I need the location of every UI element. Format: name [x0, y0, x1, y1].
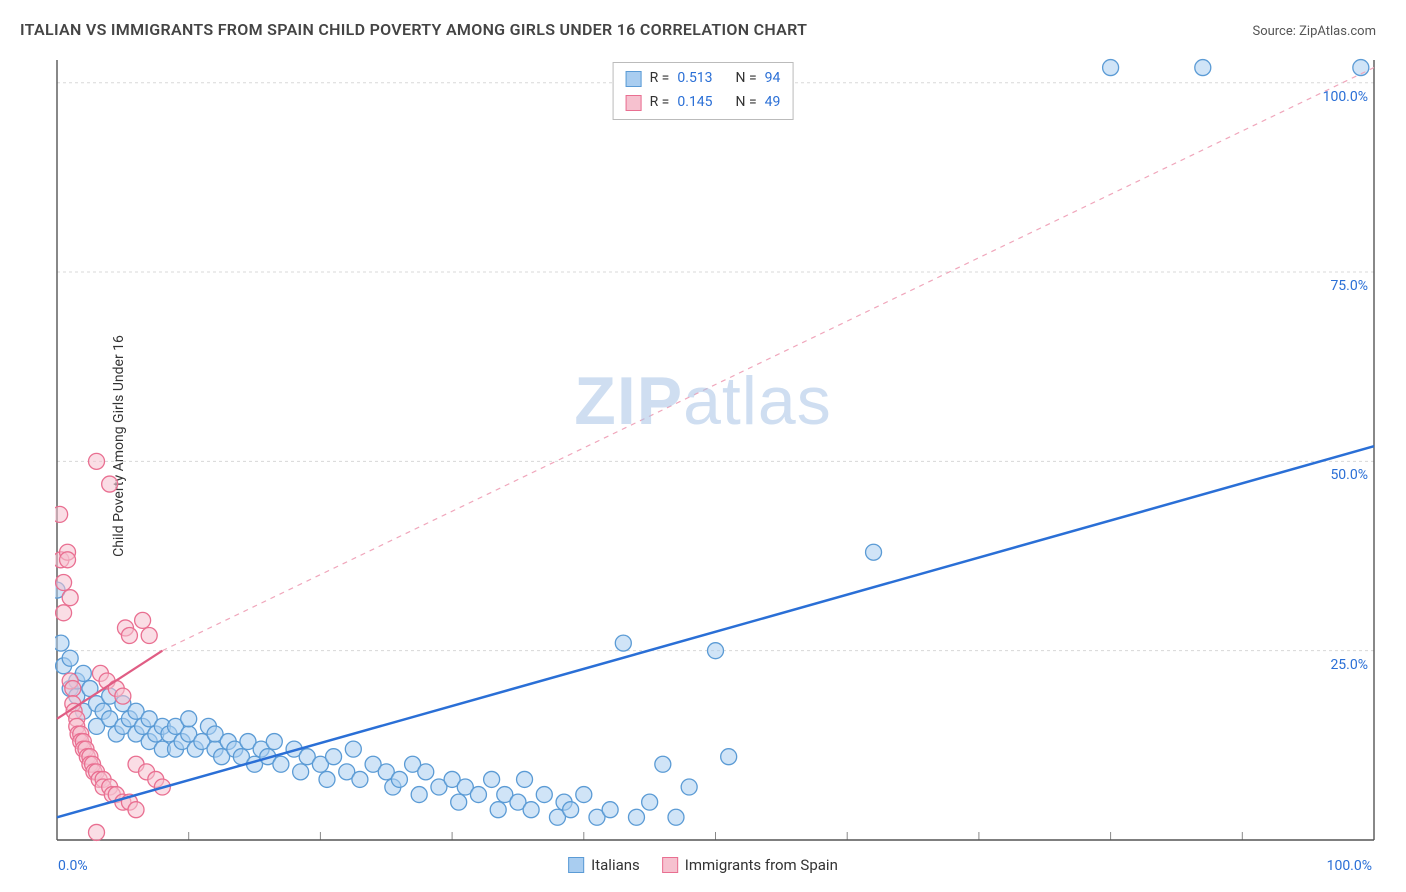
- source-attribution: Source: ZipAtlas.com: [1252, 24, 1376, 39]
- legend-row-italians: R = 0.513 N = 94: [626, 67, 781, 91]
- correlation-legend: R = 0.513 N = 94 R = 0.145 N = 49: [613, 62, 794, 120]
- swatch-spain-icon: [662, 857, 678, 873]
- swatch-italians-icon: [568, 857, 584, 873]
- x-axis-max-label: 100.0%: [1327, 858, 1372, 874]
- y-tick-label: 75.0%: [1330, 278, 1368, 294]
- x-axis-min-label: 0.0%: [58, 858, 88, 874]
- legend-item-spain: Immigrants from Spain: [662, 856, 838, 874]
- legend-label: Immigrants from Spain: [685, 856, 838, 874]
- legend-label: Italians: [591, 856, 640, 874]
- y-tick-label: 25.0%: [1330, 657, 1368, 673]
- legend-row-spain: R = 0.145 N = 49: [626, 91, 781, 115]
- y-tick-label: 100.0%: [1323, 89, 1368, 105]
- chart-title: ITALIAN VS IMMIGRANTS FROM SPAIN CHILD P…: [20, 20, 807, 39]
- legend-item-italians: Italians: [568, 856, 640, 874]
- series-legend: Italians Immigrants from Spain: [568, 856, 838, 874]
- y-tick-label: 50.0%: [1330, 467, 1368, 483]
- swatch-italians: [626, 71, 642, 87]
- swatch-spain: [626, 95, 642, 111]
- chart-area: [55, 58, 1376, 842]
- scatter-chart-svg: [55, 58, 1376, 842]
